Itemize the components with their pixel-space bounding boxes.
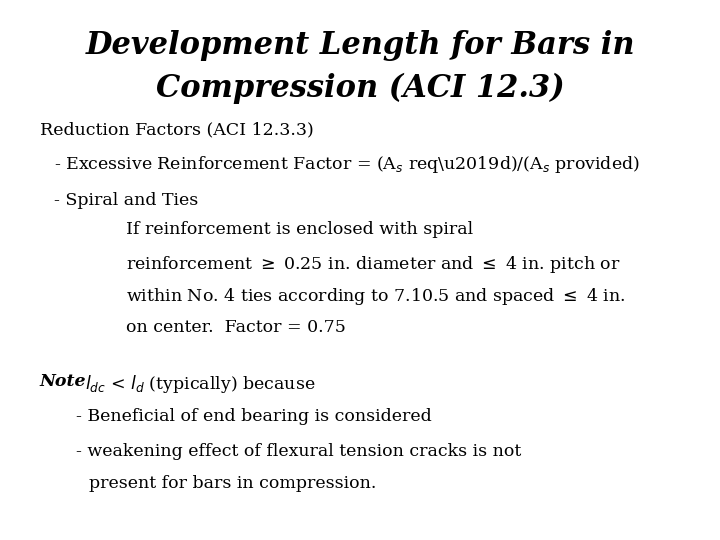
Text: reinforcement $\geq$ 0.25 in. diameter and $\leq$ 4 in. pitch or: reinforcement $\geq$ 0.25 in. diameter a… <box>126 254 621 275</box>
Text: If reinforcement is enclosed with spiral: If reinforcement is enclosed with spiral <box>126 221 473 238</box>
Text: on center.  Factor = 0.75: on center. Factor = 0.75 <box>126 319 346 335</box>
Text: - weakening effect of flexural tension cracks is not: - weakening effect of flexural tension c… <box>76 443 521 460</box>
Text: Reduction Factors (ACI 12.3.3): Reduction Factors (ACI 12.3.3) <box>40 122 313 138</box>
Text: Development Length for Bars in: Development Length for Bars in <box>85 30 635 60</box>
Text: - Excessive Reinforcement Factor = (A$_s$ req\u2019d)/(A$_s$ provided): - Excessive Reinforcement Factor = (A$_s… <box>54 154 640 175</box>
Text: - Spiral and Ties: - Spiral and Ties <box>54 192 198 208</box>
Text: - Beneficial of end bearing is considered: - Beneficial of end bearing is considere… <box>76 408 431 424</box>
Text: within No. 4 ties according to 7.10.5 and spaced $\leq$ 4 in.: within No. 4 ties according to 7.10.5 an… <box>126 286 626 307</box>
Text: Note: Note <box>40 373 86 389</box>
Text: Compression (ACI 12.3): Compression (ACI 12.3) <box>156 73 564 104</box>
Text: present for bars in compression.: present for bars in compression. <box>89 475 376 492</box>
Text: $l_{dc}$ < $l_{d}$ (typically) because: $l_{dc}$ < $l_{d}$ (typically) because <box>85 373 315 395</box>
